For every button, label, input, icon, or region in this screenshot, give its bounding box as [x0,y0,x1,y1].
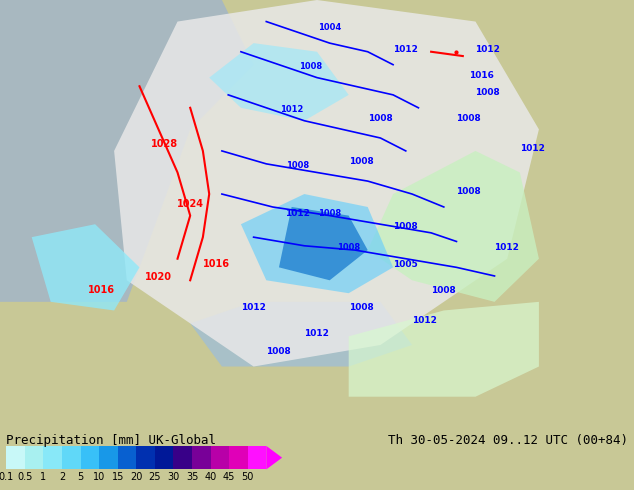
Bar [210,446,229,469]
Text: Precipitation [mm] UK-Global: Precipitation [mm] UK-Global [6,434,216,447]
Text: Th 30-05-2024 09..12 UTC (00+84): Th 30-05-2024 09..12 UTC (00+84) [387,434,628,447]
Text: 1004: 1004 [318,23,341,32]
Bar [6,446,25,469]
Bar [25,446,44,469]
Text: 10: 10 [93,472,105,482]
Bar [174,446,192,469]
Text: 1012: 1012 [495,243,519,252]
Bar [44,446,62,469]
Text: 1012: 1012 [304,329,329,338]
Text: 1008: 1008 [287,161,309,170]
Text: 1008: 1008 [318,209,341,218]
Text: 1008: 1008 [368,114,392,122]
Text: 1: 1 [41,472,46,482]
Text: 20: 20 [130,472,143,482]
Bar [192,446,210,469]
Text: 1008: 1008 [337,243,360,252]
Text: 1008: 1008 [393,221,418,230]
Text: 1012: 1012 [280,105,303,114]
Bar [99,446,118,469]
Text: 1012: 1012 [476,45,500,54]
Polygon shape [241,194,393,293]
Polygon shape [209,43,349,121]
Text: 1008: 1008 [431,286,456,295]
Text: 1008: 1008 [349,303,373,313]
Text: 25: 25 [148,472,161,482]
Text: 2: 2 [59,472,65,482]
Bar [62,446,81,469]
Text: 1024: 1024 [177,199,204,209]
Text: 15: 15 [112,472,124,482]
Text: 1012: 1012 [393,45,418,54]
Polygon shape [368,151,539,302]
Text: 1008: 1008 [299,62,322,71]
Text: 1016: 1016 [88,285,115,295]
Polygon shape [279,207,368,280]
Text: 1016: 1016 [203,259,230,270]
Text: 1008: 1008 [349,157,373,166]
Text: 1012: 1012 [412,317,437,325]
Text: 1008: 1008 [456,114,481,122]
Polygon shape [0,0,254,302]
Bar [248,446,266,469]
Text: 1020: 1020 [145,272,172,282]
Polygon shape [349,302,539,397]
Text: 1028: 1028 [152,139,178,148]
Text: 35: 35 [186,472,198,482]
Bar [136,446,155,469]
Text: 30: 30 [167,472,179,482]
Polygon shape [32,224,139,311]
Polygon shape [190,302,412,367]
Text: 40: 40 [204,472,217,482]
Text: 50: 50 [242,472,254,482]
Polygon shape [266,446,282,469]
Polygon shape [114,0,539,367]
Bar [81,446,99,469]
Bar [118,446,136,469]
Text: 1008: 1008 [456,187,481,196]
Text: 1005: 1005 [393,260,418,270]
Bar [155,446,174,469]
Text: 5: 5 [77,472,84,482]
Text: 1008: 1008 [266,346,291,356]
Bar [229,446,248,469]
Text: 45: 45 [223,472,235,482]
Text: 1016: 1016 [469,71,494,79]
Text: 0.1: 0.1 [0,472,14,482]
Text: 1012: 1012 [285,209,310,218]
Text: 1012: 1012 [241,303,266,313]
Text: 1008: 1008 [476,88,500,97]
Text: 1012: 1012 [520,144,545,153]
Text: 0.5: 0.5 [17,472,32,482]
